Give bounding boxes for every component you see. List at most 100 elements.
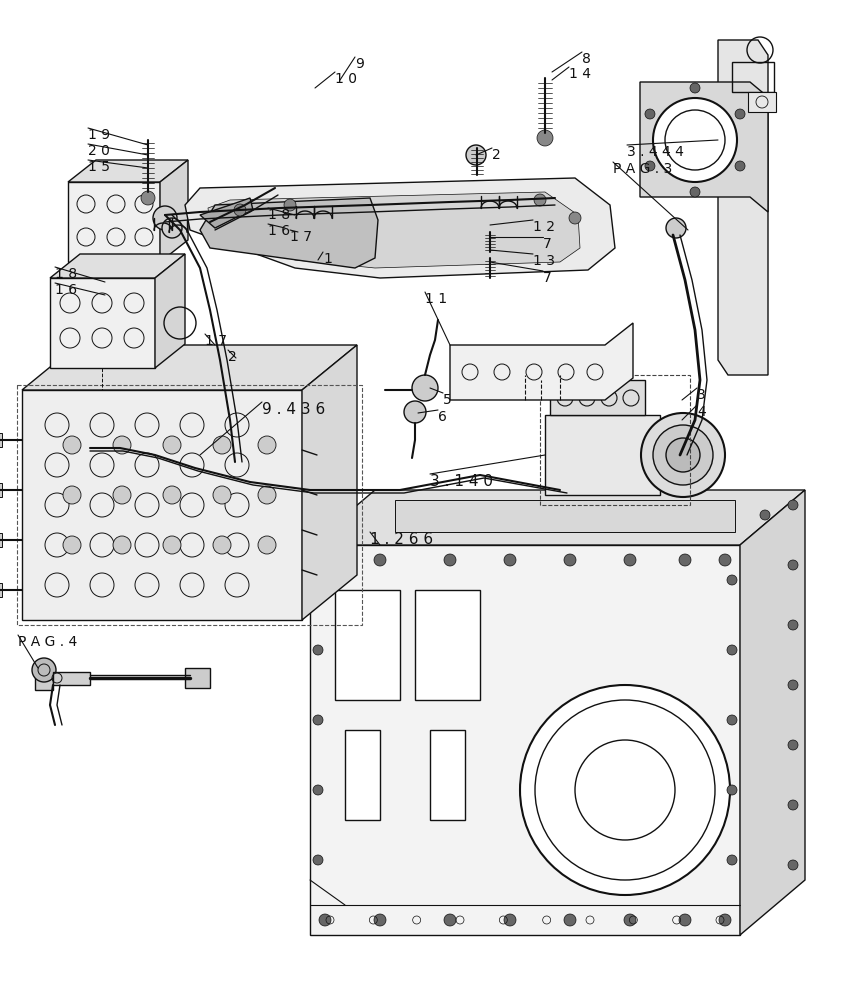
- Text: 2: 2: [492, 148, 501, 162]
- Circle shape: [624, 914, 636, 926]
- Circle shape: [504, 914, 516, 926]
- Circle shape: [645, 161, 655, 171]
- Circle shape: [234, 204, 246, 216]
- Polygon shape: [185, 668, 210, 688]
- Circle shape: [534, 194, 546, 206]
- Circle shape: [788, 860, 798, 870]
- Bar: [17, 385, 362, 625]
- Circle shape: [141, 191, 155, 205]
- Circle shape: [163, 536, 181, 554]
- Polygon shape: [718, 40, 768, 375]
- Circle shape: [641, 413, 725, 497]
- Polygon shape: [50, 278, 155, 368]
- Circle shape: [788, 620, 798, 630]
- Circle shape: [788, 500, 798, 510]
- Polygon shape: [22, 390, 302, 620]
- Circle shape: [666, 438, 700, 472]
- Circle shape: [113, 536, 131, 554]
- Text: 1 0: 1 0: [335, 72, 357, 86]
- Polygon shape: [200, 198, 378, 268]
- Text: 6: 6: [438, 410, 447, 424]
- Text: 1 5: 1 5: [88, 160, 110, 174]
- Bar: [732, 62, 774, 92]
- Circle shape: [690, 83, 700, 93]
- Polygon shape: [550, 380, 645, 415]
- Bar: [335, 590, 400, 700]
- Text: 3: 3: [697, 388, 706, 402]
- Text: 7: 7: [543, 237, 552, 251]
- Bar: [0, 483, 2, 497]
- Circle shape: [213, 486, 231, 504]
- Bar: [0, 583, 2, 597]
- Circle shape: [727, 575, 737, 585]
- Circle shape: [412, 375, 438, 401]
- Circle shape: [504, 554, 516, 566]
- Bar: [430, 730, 465, 820]
- Circle shape: [520, 685, 730, 895]
- Circle shape: [653, 98, 737, 182]
- Circle shape: [63, 486, 81, 504]
- Polygon shape: [310, 490, 805, 545]
- Text: 8: 8: [582, 52, 591, 66]
- Circle shape: [319, 914, 331, 926]
- Text: 1 7: 1 7: [205, 334, 227, 348]
- Polygon shape: [200, 198, 253, 228]
- Text: 1 7: 1 7: [290, 230, 312, 244]
- Text: 9 . 4 3 6: 9 . 4 3 6: [262, 402, 326, 417]
- Circle shape: [319, 554, 331, 566]
- Text: 2 0: 2 0: [88, 144, 110, 158]
- Text: 1 1: 1 1: [425, 292, 447, 306]
- Text: 1 9: 1 9: [88, 128, 110, 142]
- Circle shape: [719, 914, 731, 926]
- Circle shape: [444, 914, 456, 926]
- Circle shape: [258, 436, 276, 454]
- Bar: [0, 433, 2, 447]
- Circle shape: [735, 109, 745, 119]
- Circle shape: [490, 510, 500, 520]
- Text: 1 6: 1 6: [268, 224, 290, 238]
- Circle shape: [680, 510, 690, 520]
- Text: 1 4: 1 4: [569, 67, 591, 81]
- Polygon shape: [22, 345, 357, 390]
- Bar: [415, 590, 480, 700]
- Circle shape: [679, 914, 691, 926]
- Circle shape: [727, 715, 737, 725]
- Circle shape: [679, 554, 691, 566]
- Polygon shape: [640, 82, 768, 212]
- Text: 3 . 1 4 0: 3 . 1 4 0: [430, 474, 493, 489]
- Text: 1 2: 1 2: [533, 220, 555, 234]
- Circle shape: [113, 486, 131, 504]
- Circle shape: [788, 560, 798, 570]
- Polygon shape: [310, 545, 740, 935]
- Circle shape: [313, 715, 323, 725]
- Circle shape: [564, 914, 576, 926]
- Circle shape: [760, 510, 770, 520]
- Circle shape: [444, 554, 456, 566]
- Circle shape: [564, 554, 576, 566]
- Text: 1: 1: [323, 252, 332, 266]
- Circle shape: [727, 785, 737, 795]
- Circle shape: [410, 510, 420, 520]
- Circle shape: [162, 218, 182, 238]
- Circle shape: [788, 680, 798, 690]
- Circle shape: [313, 855, 323, 865]
- Circle shape: [735, 161, 745, 171]
- Circle shape: [537, 130, 553, 146]
- Circle shape: [163, 486, 181, 504]
- Circle shape: [466, 145, 486, 165]
- Circle shape: [32, 658, 56, 682]
- Text: 1 6: 1 6: [55, 283, 77, 297]
- Circle shape: [404, 401, 426, 423]
- Polygon shape: [208, 192, 580, 268]
- Circle shape: [258, 486, 276, 504]
- Text: P A G . 4: P A G . 4: [18, 635, 77, 649]
- Text: 4: 4: [697, 405, 706, 419]
- Circle shape: [374, 554, 386, 566]
- Polygon shape: [68, 160, 188, 182]
- Polygon shape: [155, 254, 185, 368]
- Polygon shape: [185, 178, 615, 278]
- Circle shape: [788, 740, 798, 750]
- Circle shape: [666, 218, 686, 238]
- Circle shape: [788, 800, 798, 810]
- Polygon shape: [395, 500, 735, 532]
